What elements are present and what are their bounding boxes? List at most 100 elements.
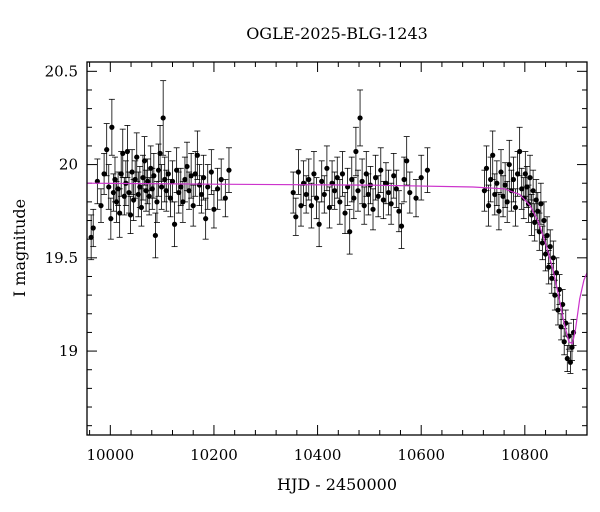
data-point	[365, 191, 371, 198]
data-point	[101, 171, 107, 177]
data-point	[311, 171, 317, 177]
data-point	[148, 165, 154, 171]
data-point	[171, 221, 178, 227]
data-point	[533, 197, 539, 203]
data-point	[542, 251, 549, 257]
data-point	[538, 201, 544, 207]
data-point	[226, 167, 232, 173]
data-point	[546, 264, 552, 270]
data-point	[129, 169, 135, 175]
data-point	[321, 191, 327, 198]
data-point	[165, 171, 171, 177]
data-point	[494, 180, 500, 186]
data-point	[396, 208, 402, 214]
data-point	[135, 191, 141, 198]
data-point	[544, 232, 550, 239]
data-point	[519, 186, 525, 192]
data-point	[496, 208, 502, 214]
data-point	[514, 171, 521, 177]
x-tick-label: 10200	[190, 446, 238, 464]
data-point	[222, 195, 228, 201]
x-tick-label: 10400	[294, 446, 342, 464]
data-point	[564, 355, 570, 362]
data-point	[134, 154, 140, 160]
data-point	[342, 210, 348, 216]
data-point	[407, 189, 413, 196]
data-point	[184, 163, 190, 170]
data-point	[553, 270, 560, 276]
data-point	[127, 212, 134, 218]
data-point	[332, 188, 338, 194]
data-point	[524, 184, 530, 190]
data-point	[385, 189, 392, 196]
data-point	[306, 176, 312, 183]
data-point	[517, 148, 523, 155]
x-tick-label: 10800	[501, 446, 549, 464]
data-point	[94, 178, 100, 184]
data-point	[316, 221, 322, 227]
data-point	[295, 169, 301, 175]
data-point	[383, 180, 389, 186]
data-point	[485, 203, 492, 209]
data-point	[498, 169, 504, 175]
data-point	[359, 178, 365, 184]
data-point	[500, 193, 506, 199]
data-point	[375, 193, 381, 199]
data-point	[337, 199, 343, 205]
data-point	[361, 203, 367, 209]
model-curve-group	[86, 182, 588, 345]
data-point	[334, 175, 340, 181]
data-point	[313, 195, 320, 201]
data-point	[380, 197, 386, 203]
data-point	[188, 173, 194, 179]
data-point	[541, 217, 547, 224]
y-axis-label: I magnitude	[10, 199, 29, 297]
data-point	[108, 216, 114, 222]
data-point	[539, 240, 546, 246]
data-point	[512, 204, 519, 211]
data-point	[118, 171, 124, 177]
data-point	[160, 115, 166, 121]
x-axis-label: HJD - 2450000	[277, 475, 397, 494]
data-point	[547, 244, 553, 250]
data-point	[481, 188, 488, 194]
data-point	[155, 167, 162, 173]
data-point	[561, 339, 567, 345]
data-point	[355, 188, 361, 194]
data-point	[154, 199, 160, 205]
data-point	[174, 167, 180, 173]
data-point	[141, 158, 148, 164]
data-point	[143, 188, 149, 194]
data-point	[413, 195, 419, 201]
data-point	[550, 255, 556, 261]
data-point	[180, 199, 186, 205]
data-point	[90, 225, 96, 231]
data-point	[157, 150, 163, 156]
axis-ticks: 10000 10200 10400 10600 10800 19 19.5 20 20.5	[45, 62, 588, 464]
data-point	[483, 165, 490, 171]
data-point	[146, 193, 152, 199]
data-point	[192, 171, 198, 177]
data-point	[290, 189, 296, 196]
model-curve	[86, 182, 588, 345]
data-point	[151, 173, 157, 179]
data-point	[110, 189, 117, 196]
data-point	[378, 167, 384, 173]
data-point	[131, 197, 137, 203]
data-point	[182, 176, 188, 183]
data-point	[190, 203, 196, 209]
data-point	[205, 184, 211, 190]
data-point	[194, 152, 200, 158]
data-point	[303, 191, 309, 198]
data-point	[138, 204, 145, 211]
data-point	[351, 195, 357, 201]
data-point	[115, 186, 121, 192]
x-tick-label: 10600	[397, 446, 445, 464]
data-point	[137, 184, 143, 190]
data-point	[104, 147, 110, 153]
data-point	[196, 182, 203, 188]
data-point	[169, 178, 176, 184]
data-point	[298, 203, 304, 209]
data-point	[363, 171, 369, 177]
data-point	[324, 165, 330, 171]
